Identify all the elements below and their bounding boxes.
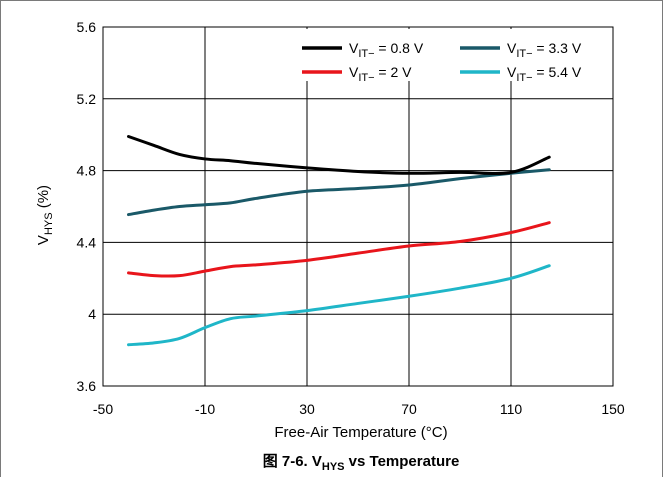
series-line-1 <box>127 221 551 278</box>
series-line-0 <box>127 134 551 175</box>
figure-caption: 图 7-6. VHYS vs Temperature <box>263 453 460 473</box>
y-axis-label-main: V <box>35 235 52 245</box>
caption-sub: HYS <box>322 461 345 473</box>
x-tick-label: 70 <box>401 401 417 417</box>
y-tick-label: 4.8 <box>77 163 97 179</box>
y-axis-label-sub: HYS <box>43 212 55 235</box>
y-tick-label: 4.4 <box>77 234 97 250</box>
legend: VIT− = 0.8 V VIT− = 2 V VIT− = 3.3 V VIT− =… <box>291 29 611 84</box>
y-axis-label-suffix: (%) <box>35 185 52 213</box>
x-tick-label: -50 <box>93 401 113 417</box>
x-tick-label: 110 <box>500 401 523 417</box>
series-line-3 <box>127 264 551 347</box>
x-tick-label: -10 <box>195 401 215 417</box>
legend-label-0: VIT− = 0.8 V <box>349 40 424 60</box>
tick-labels: -50 -10 30 70 110 150 3.6 4 4.4 4.8 5.2 5.6 <box>77 19 625 417</box>
y-tick-label: 5.6 <box>77 19 97 35</box>
y-axis-label: VHYS (%) <box>35 185 55 245</box>
plot-area <box>102 26 614 387</box>
series-layer <box>127 134 551 347</box>
y-tick-label: 3.6 <box>77 378 97 394</box>
caption-suffix: vs Temperature <box>345 453 460 470</box>
legend-label-2: VIT− = 3.3 V <box>507 40 582 60</box>
y-tick-label: 5.2 <box>77 91 97 107</box>
legend-label-1: VIT− = 2 V <box>349 64 412 84</box>
x-tick-label: 150 <box>601 401 625 417</box>
caption-prefix: 图 7-6. V <box>263 453 322 470</box>
legend-background <box>291 29 611 81</box>
x-axis-label: Free-Air Temperature (°C) <box>274 424 447 441</box>
x-tick-label: 30 <box>299 401 315 417</box>
series-line-2 <box>127 168 551 217</box>
legend-label-3: VIT− = 5.4 V <box>507 64 582 84</box>
y-tick-label: 4 <box>88 306 96 322</box>
